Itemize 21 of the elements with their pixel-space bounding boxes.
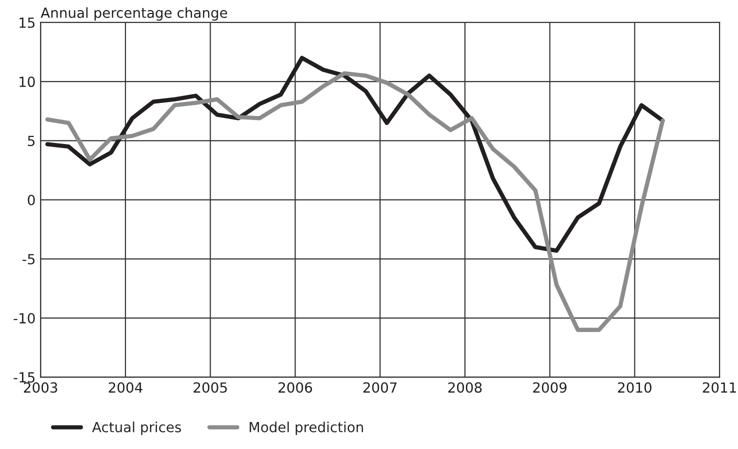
x-tick-label: 2004 bbox=[108, 382, 142, 393]
y-tick-label: 10 bbox=[20, 76, 35, 88]
x-tick-label: 2011 bbox=[702, 382, 736, 393]
y-tick-label: 15 bbox=[20, 18, 35, 28]
x-tick-label: 2005 bbox=[194, 382, 227, 393]
x-tick-label: 2010 bbox=[618, 382, 652, 393]
x-tick-label: 2007 bbox=[363, 382, 397, 393]
y-tick-label: -10 bbox=[14, 313, 35, 324]
legend-label: Actual prices bbox=[92, 422, 182, 436]
y-tick-label: 5 bbox=[28, 136, 35, 146]
x-tick-label: 2009 bbox=[533, 382, 567, 393]
y-tick-label: -15 bbox=[14, 372, 35, 383]
legend-label: Model prediction bbox=[250, 422, 363, 436]
line-series bbox=[45, 56, 665, 253]
x-tick-label: 2008 bbox=[448, 382, 482, 393]
x-tick-label: 2003 bbox=[24, 382, 58, 393]
y-tick-label: -5 bbox=[22, 254, 35, 264]
x-tick-label: 2006 bbox=[278, 382, 312, 393]
line-series bbox=[45, 71, 665, 332]
y-tick-label: 0 bbox=[28, 194, 35, 206]
y-axis-title: Annual percentage change bbox=[40, 7, 228, 21]
